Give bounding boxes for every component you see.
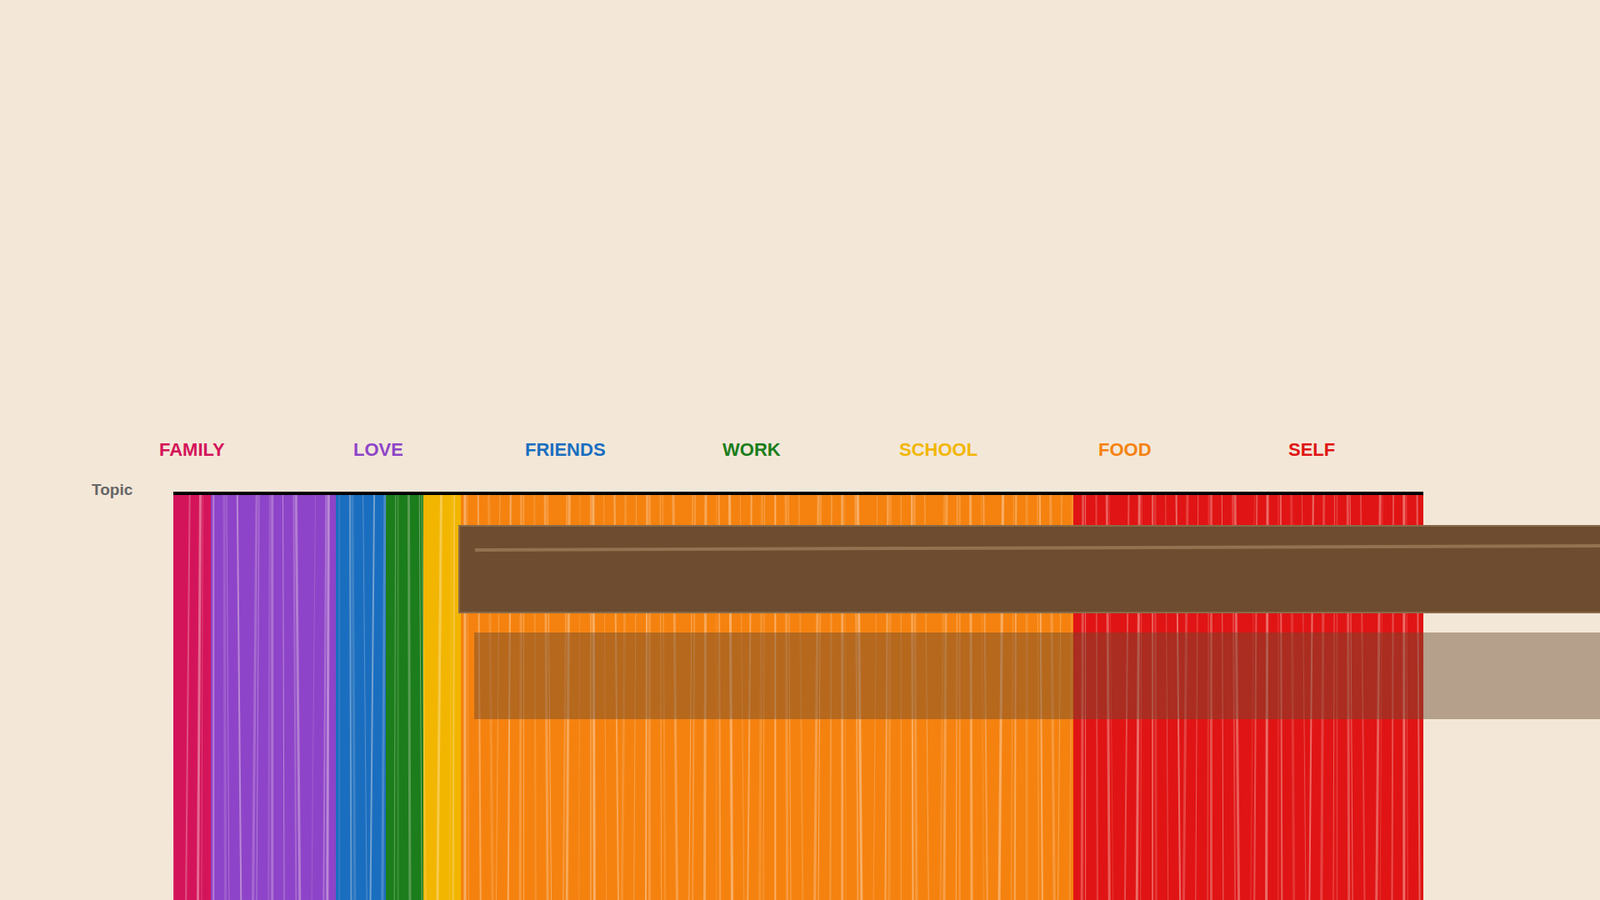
- svg-text:FRIENDS: FRIENDS: [525, 439, 606, 460]
- svg-text:LOVE: LOVE: [353, 439, 404, 460]
- svg-text:FAMILY: FAMILY: [159, 439, 225, 460]
- svg-text:WORK: WORK: [722, 439, 781, 460]
- svg-text:SCHOOL: SCHOOL: [899, 439, 978, 460]
- svg-text:FOOD: FOOD: [1098, 439, 1152, 460]
- svg-text:Topic: Topic: [91, 480, 134, 499]
- svg-text:SELF: SELF: [1288, 439, 1335, 460]
